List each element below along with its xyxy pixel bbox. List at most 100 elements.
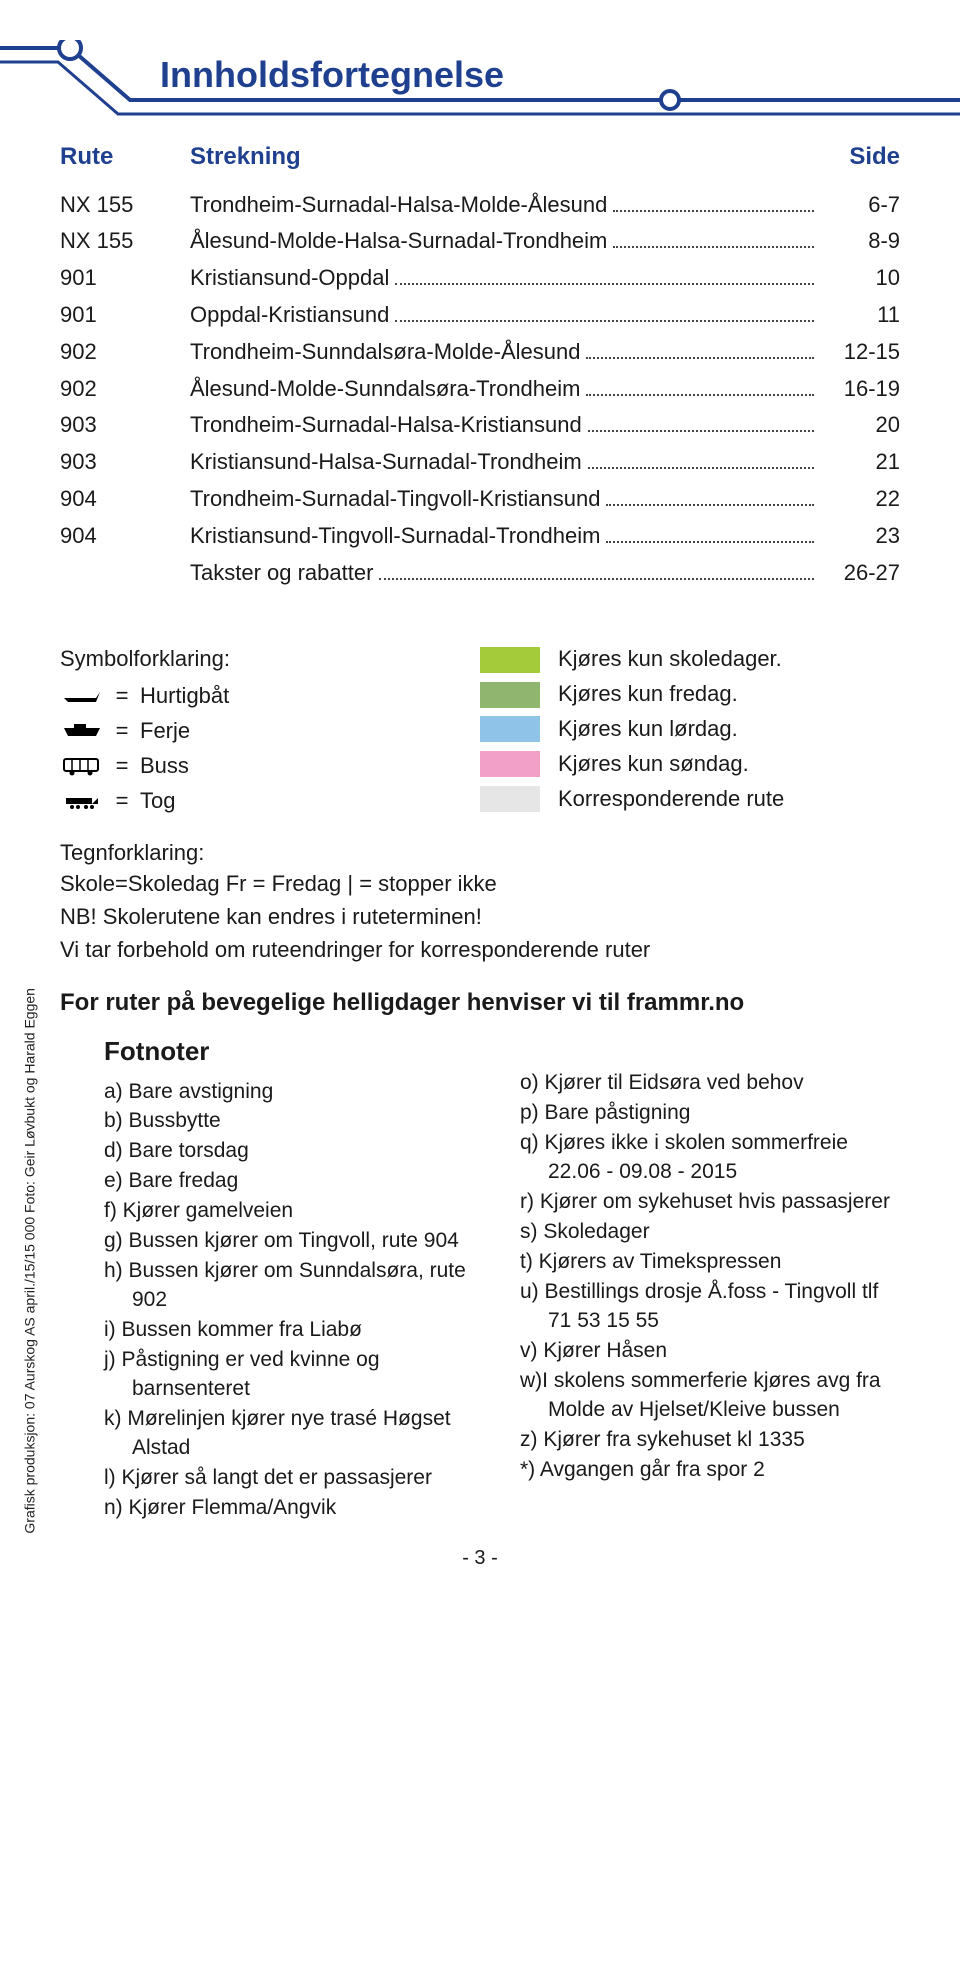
toc-stretch: Ålesund-Molde-Sunndalsøra-Trondheim [190,374,580,405]
color-label: Kjøres kun fredag. [558,679,738,710]
fotnote-item: d) Bare torsdag [104,1137,484,1166]
toc-page: 21 [820,447,900,478]
tegn-line: NB! Skolerutene kan endres i rutetermine… [60,902,900,933]
fotnote-item: j) Påstigning er ved kvinne og barnsente… [104,1346,484,1404]
boat-icon [60,688,104,706]
fotnote-item: l) Kjører så langt det er passasjerer [104,1464,484,1493]
toc-route: 904 [60,521,190,552]
equals-sign: = [104,786,140,817]
fotnote-item: v) Kjører Håsen [520,1337,900,1366]
fotnote-item: k) Mørelinjen kjører nye trasé Høgset Al… [104,1405,484,1463]
color-legend-row: Kjøres kun lørdag. [480,714,900,745]
symbol-legend-title: Symbolforklaring: [60,644,420,675]
toc-page: 26-27 [820,558,900,589]
toc-page: 23 [820,521,900,552]
fotnote-item: u) Bestillings drosje Å.foss - Tingvoll … [520,1278,900,1336]
toc-stretch: Trondheim-Surnadal-Halsa-Kristiansund [190,410,582,441]
fotnoter-right-col: o) Kjører til Eidsøra ved behovp) Bare p… [520,1069,900,1485]
fotnote-item: a) Bare avstigning [104,1078,484,1107]
toc-row: 902Ålesund-Molde-Sunndalsøra-Trondheim 16… [60,374,900,405]
toc-route: 904 [60,484,190,515]
color-legend-row: Korresponderende rute [480,784,900,815]
toc-route: 901 [60,263,190,294]
color-legend-row: Kjøres kun fredag. [480,679,900,710]
fotnoter-title: Fotnoter [104,1033,484,1069]
symbol-label: Ferje [140,716,190,747]
fotnote-item: f) Kjører gamelveien [104,1197,484,1226]
toc-route: 901 [60,300,190,331]
toc-route: 903 [60,447,190,478]
toc-page: 20 [820,410,900,441]
toc-stretch: Trondheim-Surnadal-Tingvoll-Kristiansund [190,484,600,515]
ferry-icon [60,722,104,740]
fotnote-item: q) Kjøres ikke i skolen sommerfreie 22.0… [520,1129,900,1187]
toc-row: NX 155Trondheim-Surnadal-Halsa-Molde-Åle… [60,190,900,221]
toc-route: 903 [60,410,190,441]
toc-stretch: Takster og rabatter [190,558,373,589]
tegn-line: Vi tar forbehold om ruteendringer for ko… [60,935,900,966]
color-swatch [480,716,540,742]
tegn-legend: Tegnforklaring: Skole=Skoledag Fr = Fred… [60,838,900,965]
toc-stretch: Oppdal-Kristiansund [190,300,389,331]
fotnote-item: b) Bussbytte [104,1107,484,1136]
toc-stretch: Trondheim-Surnadal-Halsa-Molde-Ålesund [190,190,607,221]
toc-row: 901Kristiansund-Oppdal 10 [60,263,900,294]
color-label: Kjøres kun lørdag. [558,714,738,745]
toc-row: 902Trondheim-Sunndalsøra-Molde-Ålesund12… [60,337,900,368]
fotnote-item: g) Bussen kjører om Tingvoll, rute 904 [104,1227,484,1256]
fotnote-item: n) Kjører Flemma/Angvik [104,1494,484,1523]
train-icon [60,792,104,810]
equals-sign: = [104,716,140,747]
toc-header: Rute Strekning Side [60,140,900,174]
color-swatch [480,647,540,673]
color-legend: Kjøres kun skoledager. Kjøres kun fredag.… [480,644,900,820]
symbol-row: =Ferje [60,716,420,747]
tegn-title: Tegnforklaring: [60,838,900,869]
fotnote-item: o) Kjører til Eidsøra ved behov [520,1069,900,1098]
toc-col-route: Rute [60,140,190,174]
equals-sign: = [104,681,140,712]
page-title: Innholdsfortegnelse [160,50,504,100]
page-number: - 3 - [60,1544,900,1572]
toc-row: 904Kristiansund-Tingvoll-Surnadal-Trondh… [60,521,900,552]
toc-col-stretch: Strekning [190,140,820,174]
toc-stretch: Kristiansund-Oppdal [190,263,389,294]
toc-row: 904Trondheim-Surnadal-Tingvoll-Kristians… [60,484,900,515]
toc-body: NX 155Trondheim-Surnadal-Halsa-Molde-Åle… [60,190,900,589]
fotnote-item: *) Avgangen går fra spor 2 [520,1456,900,1485]
toc-page: 11 [820,300,900,331]
toc-page: 22 [820,484,900,515]
bus-icon [60,756,104,776]
toc-stretch: Ålesund-Molde-Halsa-Surnadal-Trondheim [190,226,607,257]
fotnote-item: e) Bare fredag [104,1167,484,1196]
production-credit: Grafisk produksjon: 07 Aurskog AS april.… [20,989,40,1535]
fotnote-item: h) Bussen kjører om Sunndalsøra, rute 90… [104,1257,484,1315]
color-label: Kjøres kun skoledager. [558,644,782,675]
header-decoration: Innholdsfortegnelse [0,40,960,130]
tegn-line: Skole=Skoledag Fr = Fredag | = stopper i… [60,869,900,900]
toc-row: 903Kristiansund-Halsa-Surnadal-Trondheim… [60,447,900,478]
toc-page: 10 [820,263,900,294]
color-label: Korresponderende rute [558,784,784,815]
toc-page: 8-9 [820,226,900,257]
fotnote-item: z) Kjører fra sykehuset kl 1335 [520,1426,900,1455]
fotnote-item: s) Skoledager [520,1218,900,1247]
toc-col-page: Side [820,140,900,174]
fotnote-item: i) Bussen kommer fra Liabø [104,1316,484,1345]
symbol-legend: Symbolforklaring: =Hurtigbåt=Ferje=Buss=… [60,644,420,820]
color-legend-row: Kjøres kun søndag. [480,749,900,780]
frammr-notice: For ruter på bevegelige helligdager henv… [60,986,900,1020]
toc-page: 16-19 [820,374,900,405]
toc-stretch: Kristiansund-Tingvoll-Surnadal-Trondheim [190,521,600,552]
toc-stretch: Trondheim-Sunndalsøra-Molde-Ålesund [190,337,580,368]
toc-route: 902 [60,374,190,405]
symbol-row: =Tog [60,786,420,817]
symbol-row: =Hurtigbåt [60,681,420,712]
toc-row: Takster og rabatter 26-27 [60,558,900,589]
toc-route: 902 [60,337,190,368]
toc-route: NX 155 [60,190,190,221]
symbol-row: =Buss [60,751,420,782]
fotnote-item: t) Kjørers av Timekspressen [520,1248,900,1277]
color-swatch [480,682,540,708]
color-label: Kjøres kun søndag. [558,749,749,780]
